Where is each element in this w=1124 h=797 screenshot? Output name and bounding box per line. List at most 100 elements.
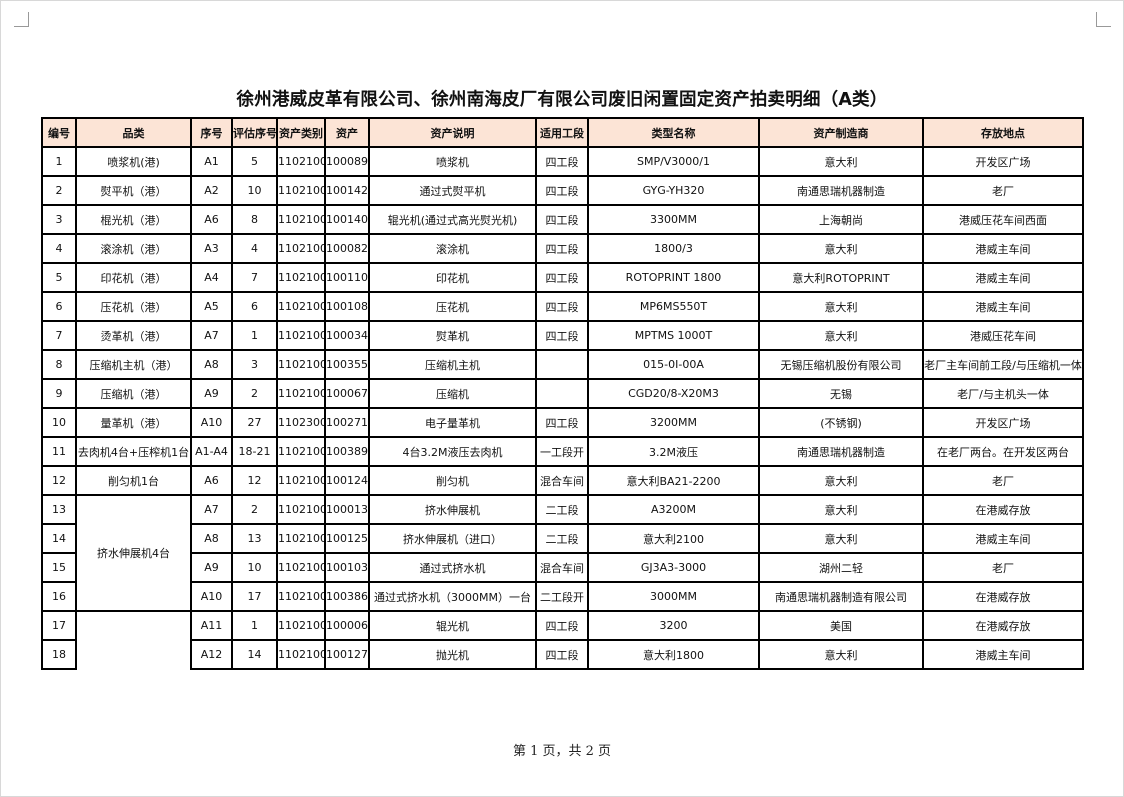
column-header-category: 品类 xyxy=(75,117,192,148)
cell-model: 意大利2100 xyxy=(587,523,760,554)
cell-eval-seq: 4 xyxy=(231,233,278,264)
cell-no: 6 xyxy=(41,291,77,322)
cell-location: 老厂 xyxy=(922,552,1084,583)
cell-seq: A11 xyxy=(190,610,233,641)
table-row: 12 削匀机1台 A6 12 1102100 100124 削匀机 混合车间 意大利BA21-2… xyxy=(41,465,1084,496)
cell-category: 压缩机主机（港） xyxy=(75,349,192,380)
cell-no: 14 xyxy=(41,523,77,554)
cell-category: 烫革机（港） xyxy=(75,320,192,351)
table-row: 3 棍光机（港） A6 8 1102100 100140 辊光机(通过式高光熨光机) 四工段 3… xyxy=(41,204,1084,235)
table-row: 10 量革机（港） A10 27 1102300 100271 电子量革机 四工段 3200MM… xyxy=(41,407,1084,438)
cell-seq: A6 xyxy=(190,204,233,235)
cell-no: 4 xyxy=(41,233,77,264)
cell-description: 电子量革机 xyxy=(368,407,537,438)
cell-eval-seq: 1 xyxy=(231,610,278,641)
cell-eval-seq: 8 xyxy=(231,204,278,235)
cell-manufacturer: 美国 xyxy=(758,610,924,641)
column-header-asset-class: 资产类别 xyxy=(276,117,326,148)
cell-asset-class: 1102300 xyxy=(276,407,326,438)
cell-model: GYG-YH320 xyxy=(587,175,760,206)
cell-eval-seq: 2 xyxy=(231,378,278,409)
cell-eval-seq: 3 xyxy=(231,349,278,380)
cell-manufacturer: 意大利 xyxy=(758,146,924,177)
cell-category: 压缩机（港） xyxy=(75,378,192,409)
cell-asset-id: 100034 xyxy=(324,320,370,351)
cell-asset-id: 100089 xyxy=(324,146,370,177)
cell-seq: A5 xyxy=(190,291,233,322)
cell-description: 辊光机 xyxy=(368,610,537,641)
cell-section: 一工段开 xyxy=(535,436,589,467)
cell-category: 棍光机（港） xyxy=(75,204,192,235)
cell-location: 港威主车间 xyxy=(922,291,1084,322)
cell-model: 1800/3 xyxy=(587,233,760,264)
cell-eval-seq: 17 xyxy=(231,581,278,612)
cell-category: 去肉机4台+压榨机1台 xyxy=(75,436,192,467)
cell-location: 开发区广场 xyxy=(922,407,1084,438)
cell-description: 挤水伸展机 xyxy=(368,494,537,525)
cell-model: 015-0I-00A xyxy=(587,349,760,380)
cell-category: 滚涂机（港） xyxy=(75,233,192,264)
cell-asset-id: 100355 xyxy=(324,349,370,380)
cell-category: 喷浆机(港) xyxy=(75,146,192,177)
cell-asset-class: 1102100 xyxy=(276,233,326,264)
cell-section: 二工段 xyxy=(535,523,589,554)
cell-category: 挤水伸展机4台 xyxy=(75,494,192,612)
cell-model: 3200MM xyxy=(587,407,760,438)
cell-section: 四工段 xyxy=(535,407,589,438)
cell-eval-seq: 6 xyxy=(231,291,278,322)
cell-asset-id: 100124 xyxy=(324,465,370,496)
cell-asset-id: 100110 xyxy=(324,262,370,293)
cell-manufacturer: 南通思瑞机器制造 xyxy=(758,436,924,467)
cell-eval-seq: 1 xyxy=(231,320,278,351)
cell-section: 四工段 xyxy=(535,291,589,322)
cell-no: 12 xyxy=(41,465,77,496)
cell-location: 港威主车间 xyxy=(922,523,1084,554)
cell-model: ROTOPRINT 1800 xyxy=(587,262,760,293)
cell-seq: A10 xyxy=(190,407,233,438)
cell-section: 四工段 xyxy=(535,610,589,641)
column-header-location: 存放地点 xyxy=(922,117,1084,148)
cell-section: 四工段 xyxy=(535,146,589,177)
cell-asset-class: 1102100 xyxy=(276,378,326,409)
cell-model: 意大利1800 xyxy=(587,639,760,670)
cell-manufacturer: 意大利 xyxy=(758,465,924,496)
cell-section: 二工段开 xyxy=(535,581,589,612)
cell-eval-seq: 10 xyxy=(231,552,278,583)
cell-seq: A2 xyxy=(190,175,233,206)
cell-manufacturer: 湖州二轻 xyxy=(758,552,924,583)
cell-model: 3300MM xyxy=(587,204,760,235)
cell-category: 熨平机（港） xyxy=(75,175,192,206)
cell-asset-class: 1102100 xyxy=(276,610,326,641)
column-header-eval-seq: 评估序号 xyxy=(231,117,278,148)
cell-asset-class: 1102100 xyxy=(276,146,326,177)
cell-asset-class: 1102100 xyxy=(276,523,326,554)
cell-description: 辊光机(通过式高光熨光机) xyxy=(368,204,537,235)
cell-location: 在港威存放 xyxy=(922,610,1084,641)
cell-description: 4台3.2M液压去肉机 xyxy=(368,436,537,467)
cell-model: GJ3A3-3000 xyxy=(587,552,760,583)
cell-description: 抛光机 xyxy=(368,639,537,670)
cell-description: 压缩机 xyxy=(368,378,537,409)
cell-seq: A1 xyxy=(190,146,233,177)
cell-section: 四工段 xyxy=(535,204,589,235)
cell-no: 9 xyxy=(41,378,77,409)
table-row: 16 A10 17 1102100 100386 通过式挤水机（3000MM）一台 二工段开… xyxy=(41,581,1084,612)
cell-section xyxy=(535,349,589,380)
cell-no: 18 xyxy=(41,639,77,670)
cell-asset-id: 100142 xyxy=(324,175,370,206)
cell-model: 意大利BA21-2200 xyxy=(587,465,760,496)
cell-section: 四工段 xyxy=(535,320,589,351)
cell-eval-seq: 18-21 xyxy=(231,436,278,467)
cell-section: 四工段 xyxy=(535,639,589,670)
cell-seq: A3 xyxy=(190,233,233,264)
cell-eval-seq: 2 xyxy=(231,494,278,525)
cell-seq: A7 xyxy=(190,494,233,525)
cell-manufacturer: 南通思瑞机器制造 xyxy=(758,175,924,206)
document-title: 徐州港威皮革有限公司、徐州南海皮厂有限公司废旧闲置固定资产拍卖明细（A类） xyxy=(236,90,888,110)
table-row: 17 A11 1 1102100 100006 辊光机 四工段 3200 美国 在港威存放 xyxy=(41,610,1084,669)
cell-no: 8 xyxy=(41,349,77,380)
cell-model: CGD20/8-X20M3 xyxy=(587,378,760,409)
cell-location: 在港威存放 xyxy=(922,581,1084,612)
page-number: 第 1 页，共 2 页 xyxy=(512,744,612,759)
